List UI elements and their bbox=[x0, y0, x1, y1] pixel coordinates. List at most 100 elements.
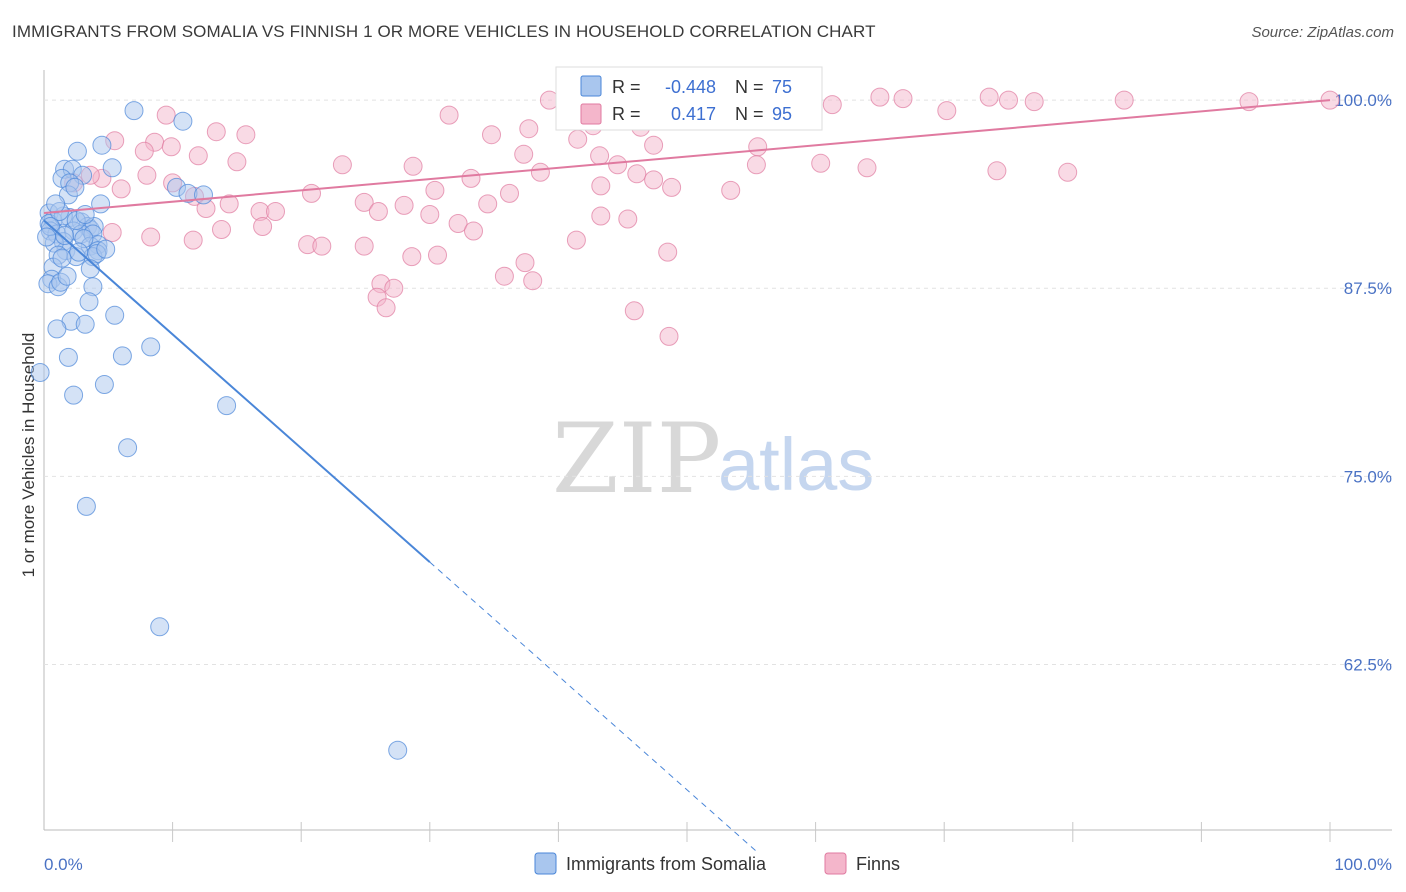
finns-point bbox=[659, 326, 679, 346]
somalia-trend-extension bbox=[429, 561, 759, 853]
finns-points bbox=[64, 87, 1340, 346]
finns-point bbox=[332, 155, 352, 175]
somalia-point bbox=[79, 292, 99, 312]
somalia-points bbox=[30, 101, 408, 760]
somalia-point bbox=[102, 158, 122, 178]
finns-point bbox=[302, 183, 321, 203]
chart-title: IMMIGRANTS FROM SOMALIA VS FINNISH 1 OR … bbox=[12, 22, 876, 41]
finns-point bbox=[188, 146, 208, 166]
finns-point bbox=[439, 105, 459, 125]
finns-point bbox=[514, 144, 534, 164]
finns-point bbox=[253, 217, 273, 236]
finns-point bbox=[748, 137, 768, 157]
finns-point bbox=[478, 194, 498, 214]
somalia-point bbox=[46, 194, 66, 214]
somalia-point bbox=[91, 194, 111, 214]
finns-point bbox=[1058, 162, 1078, 182]
finns-point bbox=[523, 271, 543, 291]
finns-trend-line bbox=[43, 99, 1331, 214]
stats-legend: R = -0.448 N = 75 R = 0.417 N = 95 bbox=[555, 66, 823, 131]
finns-point bbox=[979, 87, 999, 107]
finns-point bbox=[111, 179, 131, 199]
x-axis-ticks bbox=[172, 822, 1331, 842]
finns-point bbox=[811, 153, 831, 173]
y-tick-label: 62.5% bbox=[1344, 655, 1392, 674]
y-tick-label: 75.0% bbox=[1344, 467, 1392, 486]
somalia-trend-line bbox=[43, 219, 431, 563]
somalia-point bbox=[150, 617, 170, 637]
finns-point bbox=[721, 180, 741, 200]
finns-point bbox=[644, 135, 664, 155]
somalia-point bbox=[112, 346, 132, 366]
finns-point bbox=[624, 301, 644, 321]
finns-point bbox=[403, 156, 423, 176]
finns-point bbox=[999, 90, 1018, 110]
y-tick-labels: 100.0% 87.5% 75.0% 62.5% bbox=[1334, 91, 1392, 674]
watermark-zip: ZIP bbox=[552, 403, 721, 515]
finns-point bbox=[402, 247, 422, 267]
bottom-legend-label-somalia: Immigrants from Somalia bbox=[566, 854, 767, 874]
somalia-point bbox=[64, 385, 84, 405]
somalia-point bbox=[124, 101, 144, 121]
somalia-point bbox=[30, 363, 50, 382]
somalia-point bbox=[57, 266, 77, 286]
legend-n-value-somalia: 75 bbox=[772, 77, 792, 97]
finns-point bbox=[519, 119, 539, 139]
finns-point bbox=[662, 177, 682, 197]
finns-point bbox=[183, 230, 203, 250]
finns-point bbox=[134, 141, 154, 161]
somalia-point bbox=[52, 248, 72, 268]
legend-r-label-finns: R = bbox=[612, 104, 641, 124]
somalia-point bbox=[96, 239, 116, 259]
bottom-legend-swatch-somalia bbox=[534, 852, 557, 875]
somalia-point bbox=[105, 305, 125, 325]
finns-point bbox=[394, 195, 414, 215]
legend-n-label-somalia: N = bbox=[735, 77, 764, 97]
y-axis-label: 1 or more Vehicles in Household bbox=[19, 333, 38, 578]
finns-point bbox=[384, 278, 404, 298]
x-tick-label-min: 0.0% bbox=[44, 855, 83, 874]
legend-n-label-finns: N = bbox=[735, 104, 764, 124]
finns-point bbox=[354, 192, 374, 212]
finns-point bbox=[266, 202, 285, 221]
finns-point bbox=[227, 152, 247, 172]
finns-point bbox=[312, 236, 332, 256]
somalia-point bbox=[58, 347, 78, 367]
somalia-point bbox=[194, 185, 213, 205]
finns-point bbox=[937, 101, 957, 121]
somalia-point bbox=[76, 496, 96, 516]
finns-point bbox=[206, 122, 226, 142]
finns-point bbox=[156, 105, 176, 125]
finns-point bbox=[568, 129, 588, 149]
finns-point bbox=[161, 137, 181, 157]
finns-point bbox=[494, 266, 514, 286]
finns-point bbox=[1024, 92, 1044, 112]
series-legend: Immigrants from Somalia Finns bbox=[534, 852, 900, 875]
finns-point bbox=[627, 164, 647, 184]
finns-point bbox=[608, 155, 628, 175]
legend-r-label-somalia: R = bbox=[612, 77, 641, 97]
finns-point bbox=[591, 206, 611, 226]
finns-point bbox=[658, 242, 678, 262]
finns-point bbox=[566, 230, 586, 250]
finns-point bbox=[448, 214, 468, 233]
finns-point bbox=[857, 158, 877, 178]
gridlines bbox=[44, 99, 1392, 665]
finns-point bbox=[354, 236, 374, 256]
somalia-point bbox=[92, 135, 112, 155]
somalia-point bbox=[217, 396, 237, 416]
finns-point bbox=[428, 245, 447, 265]
somalia-point bbox=[55, 226, 75, 245]
finns-point bbox=[618, 209, 638, 229]
finns-point bbox=[515, 253, 535, 273]
legend-r-value-finns: 0.417 bbox=[671, 104, 716, 124]
finns-point bbox=[822, 95, 842, 115]
finns-point bbox=[141, 227, 161, 247]
somalia-point bbox=[67, 141, 87, 161]
finns-point bbox=[590, 146, 610, 166]
legend-n-value-finns: 95 bbox=[772, 104, 792, 124]
finns-point bbox=[530, 162, 550, 182]
trend-lines bbox=[43, 99, 1331, 853]
legend-swatch-somalia bbox=[580, 75, 602, 97]
somalia-point bbox=[47, 319, 67, 339]
